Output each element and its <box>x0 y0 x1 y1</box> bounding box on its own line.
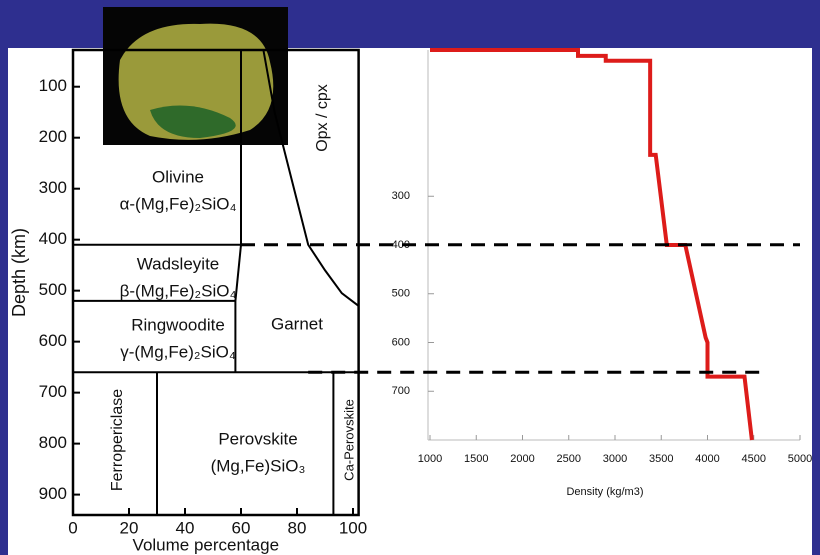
y-tick-label: 700 <box>392 385 410 397</box>
y-tick-label: 800 <box>39 433 67 452</box>
y-tick-label: 300 <box>392 190 410 202</box>
y-tick-label: 400 <box>392 239 410 251</box>
rock-shade <box>150 105 236 138</box>
x-tick-label: 4000 <box>695 453 719 465</box>
x-tick-label: 4500 <box>742 453 766 465</box>
mineral-photo <box>103 7 288 145</box>
phase-boundary <box>262 49 360 307</box>
y-tick-label: 600 <box>39 331 67 350</box>
y-tick-label: 400 <box>39 229 67 248</box>
x-tick-label: 80 <box>288 518 307 537</box>
x-tick-label: 0 <box>68 518 77 537</box>
x-tick-label: 40 <box>176 518 195 537</box>
x-axis-label: Density (kg/m3) <box>566 486 643 498</box>
y-tick-label: 900 <box>39 484 67 503</box>
region-formula: (Mg,Fe)SiO₃ <box>211 456 306 475</box>
y-tick-label: 300 <box>39 178 67 197</box>
x-tick-label: 100 <box>339 518 367 537</box>
x-tick-label: 20 <box>120 518 139 537</box>
phase-boundary <box>234 244 242 301</box>
plot-frame <box>71 48 360 517</box>
x-tick-label: 3000 <box>603 453 627 465</box>
x-tick-label: 2500 <box>557 453 581 465</box>
region-formula: β-(Mg,Fe)₂SiO₄ <box>120 281 237 300</box>
x-tick-label: 2000 <box>510 453 534 465</box>
region-label: Opx / cpx <box>314 84 331 152</box>
x-tick-label: 1500 <box>464 453 488 465</box>
x-tick-label: 1000 <box>418 453 442 465</box>
region-label: Ca-Perovskite <box>341 399 356 481</box>
y-tick-label: 700 <box>39 382 67 401</box>
y-tick-label: 500 <box>392 288 410 300</box>
density-line <box>430 48 754 441</box>
region-formula: α-(Mg,Fe)₂SiO₄ <box>120 194 237 213</box>
region-label: Garnet <box>271 314 323 333</box>
x-axis-label: Volume percentage <box>133 535 280 554</box>
y-axis-label: Depth (km) <box>9 228 29 317</box>
x-tick-label: 60 <box>232 518 251 537</box>
region-label: Wadsleyite <box>137 254 220 273</box>
region-formula: γ-(Mg,Fe)₂SiO₄ <box>120 342 236 361</box>
region-label: Olivine <box>152 167 204 186</box>
region-label: Ferropericlase <box>109 389 126 491</box>
y-tick-label: 500 <box>39 280 67 299</box>
y-tick-label: 600 <box>392 336 410 348</box>
region-label: Ringwoodite <box>131 315 225 334</box>
region-label: Perovskite <box>218 429 297 448</box>
x-tick-label: 3500 <box>649 453 673 465</box>
x-tick-label: 5000 <box>788 453 812 465</box>
y-tick-label: 100 <box>39 76 67 95</box>
y-tick-label: 200 <box>39 127 67 146</box>
